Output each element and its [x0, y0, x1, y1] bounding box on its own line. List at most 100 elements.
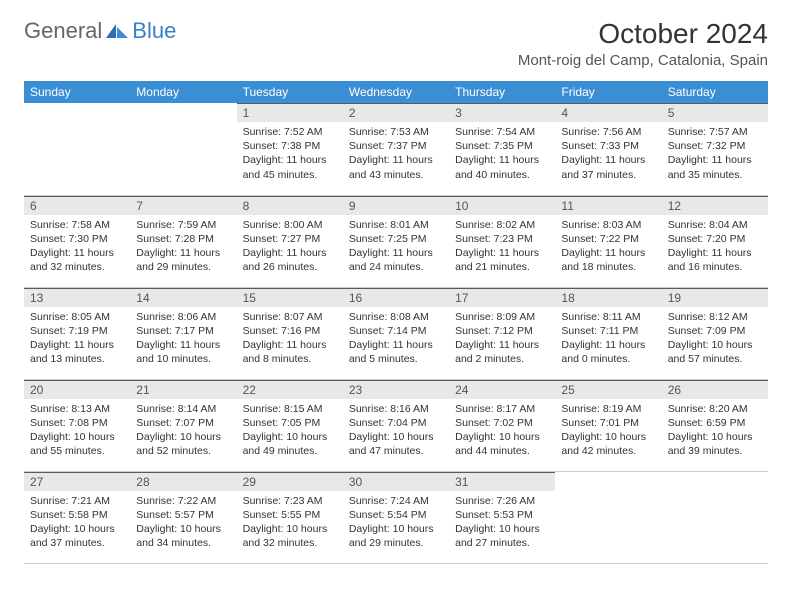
- day-line-sr: Sunrise: 8:05 AM: [30, 310, 124, 324]
- day-line-ss: Sunset: 7:32 PM: [668, 139, 762, 153]
- day-number: 1: [237, 103, 343, 122]
- calendar-table: Sunday Monday Tuesday Wednesday Thursday…: [24, 81, 768, 564]
- day-line-d2: and 49 minutes.: [243, 444, 337, 458]
- day-line-d1: Daylight: 11 hours: [668, 153, 762, 167]
- day-number: 10: [449, 196, 555, 215]
- calendar-week-row: 27 Sunrise: 7:21 AMSunset: 5:58 PM Dayligh…: [24, 471, 768, 563]
- day-line-ss: Sunset: 7:08 PM: [30, 416, 124, 430]
- day-line-ss: Sunset: 7:05 PM: [243, 416, 337, 430]
- day-line-d1: Daylight: 11 hours: [349, 338, 443, 352]
- calendar-day-cell: 20Sunrise: 8:13 AMSunset: 7:08 PMDayligh…: [24, 379, 130, 471]
- day-line-d2: and 32 minutes.: [243, 536, 337, 550]
- day-line-sr: Sunrise: 8:16 AM: [349, 402, 443, 416]
- calendar-day-cell: 3Sunrise: 7:54 AMSunset: 7:35 PMDaylight…: [449, 103, 555, 195]
- day-line-d1: Daylight: 11 hours: [349, 153, 443, 167]
- day-line-d2: and 24 minutes.: [349, 260, 443, 274]
- calendar-day-cell: 31Sunrise: 7:26 AMSunset: 5:53 PMDayligh…: [449, 471, 555, 563]
- day-line-ss: Sunset: 7:02 PM: [455, 416, 549, 430]
- day-line-ss: Sunset: 7:20 PM: [668, 232, 762, 246]
- calendar-day-cell: 13Sunrise: 8:05 AMSunset: 7:19 PMDayligh…: [24, 287, 130, 379]
- day-line-sr: Sunrise: 8:06 AM: [136, 310, 230, 324]
- day-line-d1: Daylight: 11 hours: [561, 153, 655, 167]
- calendar-day-cell: 10Sunrise: 8:02 AMSunset: 7:23 PMDayligh…: [449, 195, 555, 287]
- day-details: Sunrise: 8:15 AMSunset: 7:05 PMDaylight:…: [237, 399, 343, 462]
- day-line-ss: Sunset: 7:23 PM: [455, 232, 549, 246]
- calendar-week-row: 20Sunrise: 8:13 AMSunset: 7:08 PMDayligh…: [24, 379, 768, 471]
- day-line-d1: Daylight: 10 hours: [668, 338, 762, 352]
- day-line-ss: Sunset: 5:54 PM: [349, 508, 443, 522]
- day-line-sr: Sunrise: 8:04 AM: [668, 218, 762, 232]
- day-line-d2: and 26 minutes.: [243, 260, 337, 274]
- day-line-sr: Sunrise: 7:56 AM: [561, 125, 655, 139]
- day-line-d1: Daylight: 11 hours: [349, 246, 443, 260]
- day-number: 20: [24, 380, 130, 399]
- day-number: 2: [343, 103, 449, 122]
- day-number: 27: [24, 472, 130, 491]
- day-line-d2: and 43 minutes.: [349, 168, 443, 182]
- day-line-sr: Sunrise: 8:09 AM: [455, 310, 549, 324]
- day-line-d1: Daylight: 10 hours: [243, 430, 337, 444]
- day-line-d1: Daylight: 11 hours: [455, 153, 549, 167]
- weekday-header: Friday: [555, 81, 661, 103]
- calendar-day-cell: 11Sunrise: 8:03 AMSunset: 7:22 PMDayligh…: [555, 195, 661, 287]
- day-number: 4: [555, 103, 661, 122]
- page-header: General Blue October 2024 Mont-roig del …: [24, 18, 768, 69]
- day-details: Sunrise: 7:22 AMSunset: 5:57 PMDaylight:…: [130, 491, 236, 554]
- day-line-d2: and 47 minutes.: [349, 444, 443, 458]
- day-line-d2: and 45 minutes.: [243, 168, 337, 182]
- day-line-d2: and 55 minutes.: [30, 444, 124, 458]
- day-line-d1: Daylight: 11 hours: [136, 338, 230, 352]
- calendar-day-cell: 6Sunrise: 7:58 AMSunset: 7:30 PMDaylight…: [24, 195, 130, 287]
- day-line-ss: Sunset: 7:30 PM: [30, 232, 124, 246]
- day-details: Sunrise: 7:52 AMSunset: 7:38 PMDaylight:…: [237, 122, 343, 185]
- day-number: 11: [555, 196, 661, 215]
- day-line-ss: Sunset: 7:27 PM: [243, 232, 337, 246]
- calendar-day-cell: 7Sunrise: 7:59 AMSunset: 7:28 PMDaylight…: [130, 195, 236, 287]
- day-details: Sunrise: 8:13 AMSunset: 7:08 PMDaylight:…: [24, 399, 130, 462]
- calendar-day-cell: 1Sunrise: 7:52 AMSunset: 7:38 PMDaylight…: [237, 103, 343, 195]
- day-line-d1: Daylight: 10 hours: [349, 430, 443, 444]
- day-line-ss: Sunset: 5:58 PM: [30, 508, 124, 522]
- calendar-day-cell: 17Sunrise: 8:09 AMSunset: 7:12 PMDayligh…: [449, 287, 555, 379]
- calendar-day-cell: 12Sunrise: 8:04 AMSunset: 7:20 PMDayligh…: [662, 195, 768, 287]
- day-details: Sunrise: 8:03 AMSunset: 7:22 PMDaylight:…: [555, 215, 661, 278]
- day-line-ss: Sunset: 7:37 PM: [349, 139, 443, 153]
- day-line-d2: and 34 minutes.: [136, 536, 230, 550]
- day-line-sr: Sunrise: 8:08 AM: [349, 310, 443, 324]
- day-line-d1: Daylight: 11 hours: [136, 246, 230, 260]
- weekday-header-row: Sunday Monday Tuesday Wednesday Thursday…: [24, 81, 768, 103]
- day-line-sr: Sunrise: 7:57 AM: [668, 125, 762, 139]
- day-line-d2: and 2 minutes.: [455, 352, 549, 366]
- day-line-d2: and 29 minutes.: [349, 536, 443, 550]
- day-line-d1: Daylight: 10 hours: [349, 522, 443, 536]
- day-number: 25: [555, 380, 661, 399]
- day-number: 6: [24, 196, 130, 215]
- day-number: 19: [662, 288, 768, 307]
- day-line-sr: Sunrise: 8:12 AM: [668, 310, 762, 324]
- day-number: 12: [662, 196, 768, 215]
- day-number: 24: [449, 380, 555, 399]
- day-line-d1: Daylight: 11 hours: [668, 246, 762, 260]
- day-number: 16: [343, 288, 449, 307]
- day-line-ss: Sunset: 7:11 PM: [561, 324, 655, 338]
- day-line-sr: Sunrise: 7:23 AM: [243, 494, 337, 508]
- day-details: Sunrise: 8:11 AMSunset: 7:11 PMDaylight:…: [555, 307, 661, 370]
- day-details: Sunrise: 8:04 AMSunset: 7:20 PMDaylight:…: [662, 215, 768, 278]
- day-line-d1: Daylight: 10 hours: [136, 522, 230, 536]
- day-line-sr: Sunrise: 8:19 AM: [561, 402, 655, 416]
- day-line-ss: Sunset: 7:35 PM: [455, 139, 549, 153]
- day-line-ss: Sunset: 7:09 PM: [668, 324, 762, 338]
- day-line-d1: Daylight: 10 hours: [561, 430, 655, 444]
- day-line-ss: Sunset: 7:01 PM: [561, 416, 655, 430]
- calendar-day-cell: 23Sunrise: 8:16 AMSunset: 7:04 PMDayligh…: [343, 379, 449, 471]
- day-number: 21: [130, 380, 236, 399]
- day-line-sr: Sunrise: 7:21 AM: [30, 494, 124, 508]
- day-details: Sunrise: 7:26 AMSunset: 5:53 PMDaylight:…: [449, 491, 555, 554]
- day-number: 15: [237, 288, 343, 307]
- brand-logo: General Blue: [24, 18, 176, 44]
- day-number: 30: [343, 472, 449, 491]
- calendar-day-cell: [662, 471, 768, 563]
- calendar-day-cell: [130, 103, 236, 195]
- day-details: Sunrise: 8:12 AMSunset: 7:09 PMDaylight:…: [662, 307, 768, 370]
- day-number: 8: [237, 196, 343, 215]
